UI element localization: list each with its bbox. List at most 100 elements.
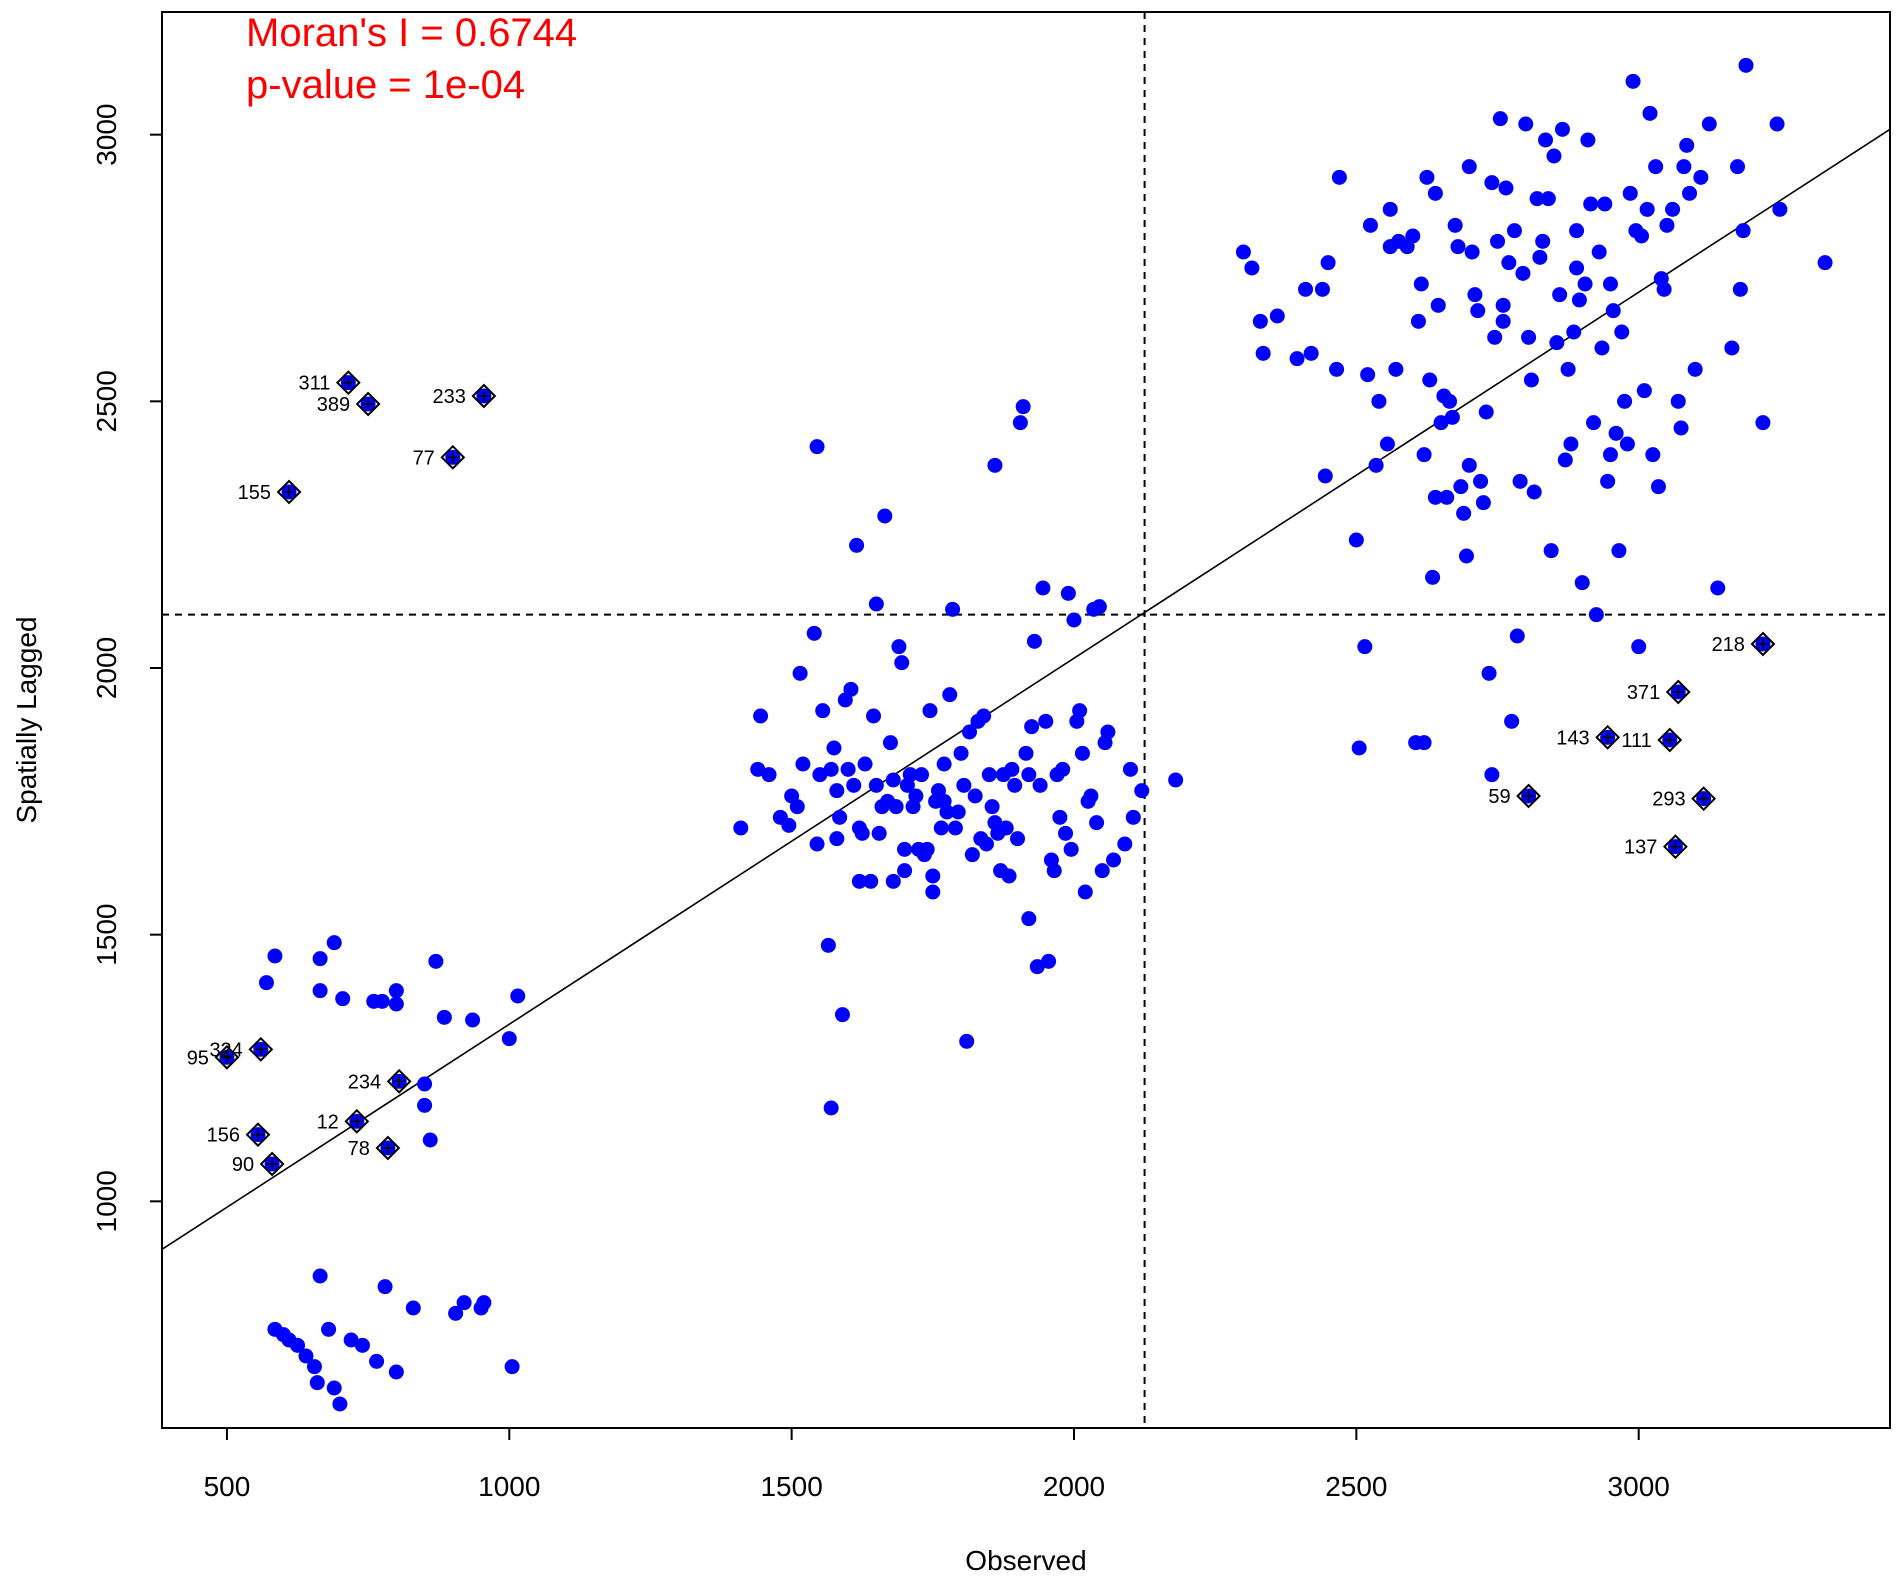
data-point xyxy=(1252,313,1268,329)
data-point xyxy=(826,740,842,756)
data-point xyxy=(312,983,328,999)
data-point xyxy=(1074,745,1090,761)
data-point xyxy=(888,799,904,815)
data-point xyxy=(1552,287,1568,303)
data-point xyxy=(422,1132,438,1148)
data-point xyxy=(1470,303,1486,319)
data-point xyxy=(1416,735,1432,751)
data-point xyxy=(1035,580,1051,596)
cross-marker xyxy=(350,1115,363,1128)
data-point xyxy=(1046,863,1062,879)
data-point xyxy=(306,1359,322,1375)
data-point xyxy=(1504,713,1520,729)
data-point xyxy=(1255,345,1271,361)
data-point xyxy=(1738,57,1754,73)
diamond-marker xyxy=(1657,727,1683,753)
data-point xyxy=(1106,852,1122,868)
data-point xyxy=(1600,473,1616,489)
data-point xyxy=(998,820,1014,836)
regression-line-group xyxy=(161,128,1891,1251)
cross-marker xyxy=(252,1128,264,1141)
data-point xyxy=(1089,815,1105,831)
point-label: 218 xyxy=(1712,634,1745,656)
data-point xyxy=(417,1097,433,1113)
diamond-marker xyxy=(375,1135,401,1161)
influential-point: 293 xyxy=(1652,786,1717,812)
data-point xyxy=(258,975,274,991)
data-point xyxy=(894,655,910,671)
data-point xyxy=(1625,73,1641,89)
data-point xyxy=(1055,761,1071,777)
point-label: 156 xyxy=(207,1125,240,1147)
diamond-marker xyxy=(259,1151,285,1177)
data-point xyxy=(332,1396,348,1412)
data-point xyxy=(1602,447,1618,463)
data-point xyxy=(436,1009,452,1025)
x-tick-label: 2000 xyxy=(1043,1471,1105,1502)
influential-point: 218 xyxy=(1712,631,1776,657)
data-point xyxy=(1676,159,1692,175)
data-point xyxy=(1540,191,1556,207)
data-point xyxy=(823,761,839,777)
data-point xyxy=(1021,767,1037,783)
data-point xyxy=(1515,265,1531,281)
data-point xyxy=(1650,479,1666,495)
data-point xyxy=(1642,105,1658,121)
data-point xyxy=(1018,745,1034,761)
data-point xyxy=(417,1076,433,1092)
data-point xyxy=(1010,831,1026,847)
diamond-marker xyxy=(355,391,381,417)
data-point xyxy=(1320,255,1336,271)
data-point xyxy=(1413,276,1429,292)
data-point xyxy=(1730,159,1746,175)
data-point xyxy=(1535,233,1551,249)
data-point xyxy=(428,953,444,969)
y-tick-label: 1500 xyxy=(91,904,122,966)
diamond-marker xyxy=(1662,834,1688,860)
influential-point: 77 xyxy=(413,444,466,470)
data-point xyxy=(925,868,941,884)
data-points xyxy=(258,57,1833,1412)
diamond-marker xyxy=(276,479,302,505)
data-point xyxy=(1580,132,1596,148)
data-point xyxy=(1487,329,1503,345)
diamond-marker xyxy=(1750,631,1776,657)
data-point xyxy=(321,1321,337,1337)
data-point xyxy=(1605,303,1621,319)
data-point xyxy=(925,884,941,900)
data-point xyxy=(1125,809,1141,825)
data-point xyxy=(753,708,769,724)
data-point xyxy=(1583,196,1599,212)
data-point xyxy=(1639,201,1655,217)
data-point xyxy=(354,1337,370,1353)
data-point xyxy=(476,1295,492,1311)
point-label: 324 xyxy=(209,1039,242,1061)
data-point xyxy=(1416,447,1432,463)
data-point xyxy=(1577,276,1593,292)
data-point xyxy=(1063,841,1079,857)
data-point xyxy=(1614,324,1630,340)
data-point xyxy=(1382,239,1398,255)
data-point xyxy=(1244,260,1260,276)
point-label: 90 xyxy=(232,1154,254,1176)
data-point xyxy=(1659,217,1675,233)
data-point xyxy=(914,767,930,783)
data-point xyxy=(1419,169,1435,185)
data-point xyxy=(1464,244,1480,260)
data-point xyxy=(829,831,845,847)
y-tick-label: 2000 xyxy=(91,637,122,699)
data-point xyxy=(465,1012,481,1028)
diamond-marker xyxy=(214,1044,240,1070)
data-point xyxy=(987,457,1003,473)
cross-marker xyxy=(283,486,296,498)
data-point xyxy=(1574,575,1590,591)
data-point xyxy=(1012,415,1028,431)
data-point xyxy=(857,756,873,772)
data-point xyxy=(405,1300,421,1316)
data-point xyxy=(1038,713,1054,729)
data-point xyxy=(1645,447,1661,463)
data-point xyxy=(1269,308,1285,324)
diamond-marker xyxy=(386,1068,412,1094)
data-point xyxy=(733,820,749,836)
data-point xyxy=(1619,436,1635,452)
